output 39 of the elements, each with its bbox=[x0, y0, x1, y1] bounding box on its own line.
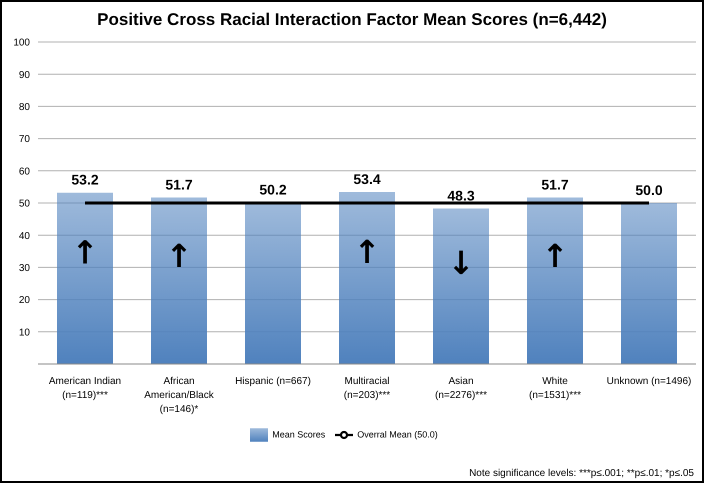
bar bbox=[433, 208, 489, 364]
bar bbox=[57, 192, 113, 364]
bar bbox=[339, 192, 395, 364]
chart-title: Positive Cross Racial Interaction Factor Mean Scores (n=6,442) bbox=[96, 10, 608, 30]
x-tick-label: Unknown (n=1496) bbox=[606, 376, 692, 387]
arrow-icon: ↑ bbox=[72, 234, 98, 272]
data-label: 50.0 bbox=[635, 182, 663, 198]
y-tick-label: 20 bbox=[18, 295, 30, 306]
x-tick-label: African American/Black (n=146)* bbox=[144, 376, 215, 415]
x-tick-label: Hispanic (n=667) bbox=[235, 376, 311, 387]
data-label: 51.7 bbox=[541, 176, 569, 193]
y-tick-label: 80 bbox=[18, 102, 30, 113]
y-tick-label: 50 bbox=[18, 198, 30, 210]
bar bbox=[527, 198, 583, 364]
y-tick-label: 100 bbox=[13, 38, 30, 49]
x-tick-label: Multiracial (n=203)*** bbox=[344, 376, 390, 401]
data-label: 53.2 bbox=[71, 172, 99, 188]
y-tick-label: 10 bbox=[18, 327, 30, 338]
data-label: 48.3 bbox=[447, 187, 475, 204]
y-tick-label: 40 bbox=[18, 230, 30, 242]
bar bbox=[151, 198, 207, 364]
text: Note significance levels: ***p≤.001; **p≤.01; *p≤.05 bbox=[469, 468, 694, 479]
y-tick-label: 90 bbox=[18, 70, 30, 81]
x-tick-label: White (n=1531)*** bbox=[529, 376, 582, 401]
arrow-icon: ↑ bbox=[166, 236, 192, 275]
arrow-icon: ↓ bbox=[448, 244, 474, 282]
arrow-icon: ↑ bbox=[542, 236, 568, 275]
y-tick-label: 30 bbox=[18, 262, 30, 274]
bar bbox=[621, 203, 677, 364]
arrow-icon: ↑ bbox=[354, 233, 380, 272]
legend-label: Overral Mean (50.0) bbox=[357, 429, 438, 440]
data-label: 51.7 bbox=[165, 176, 193, 193]
legend-label: Mean Scores bbox=[272, 429, 326, 440]
x-tick-label: American Indian (n=119)*** bbox=[48, 376, 122, 401]
x-tick-label: Asian (n=2276)*** bbox=[435, 376, 488, 401]
y-tick-label: 60 bbox=[18, 166, 30, 178]
data-label: 53.4 bbox=[353, 171, 381, 188]
y-tick-label: 70 bbox=[18, 134, 30, 146]
data-label: 50.2 bbox=[259, 181, 287, 198]
